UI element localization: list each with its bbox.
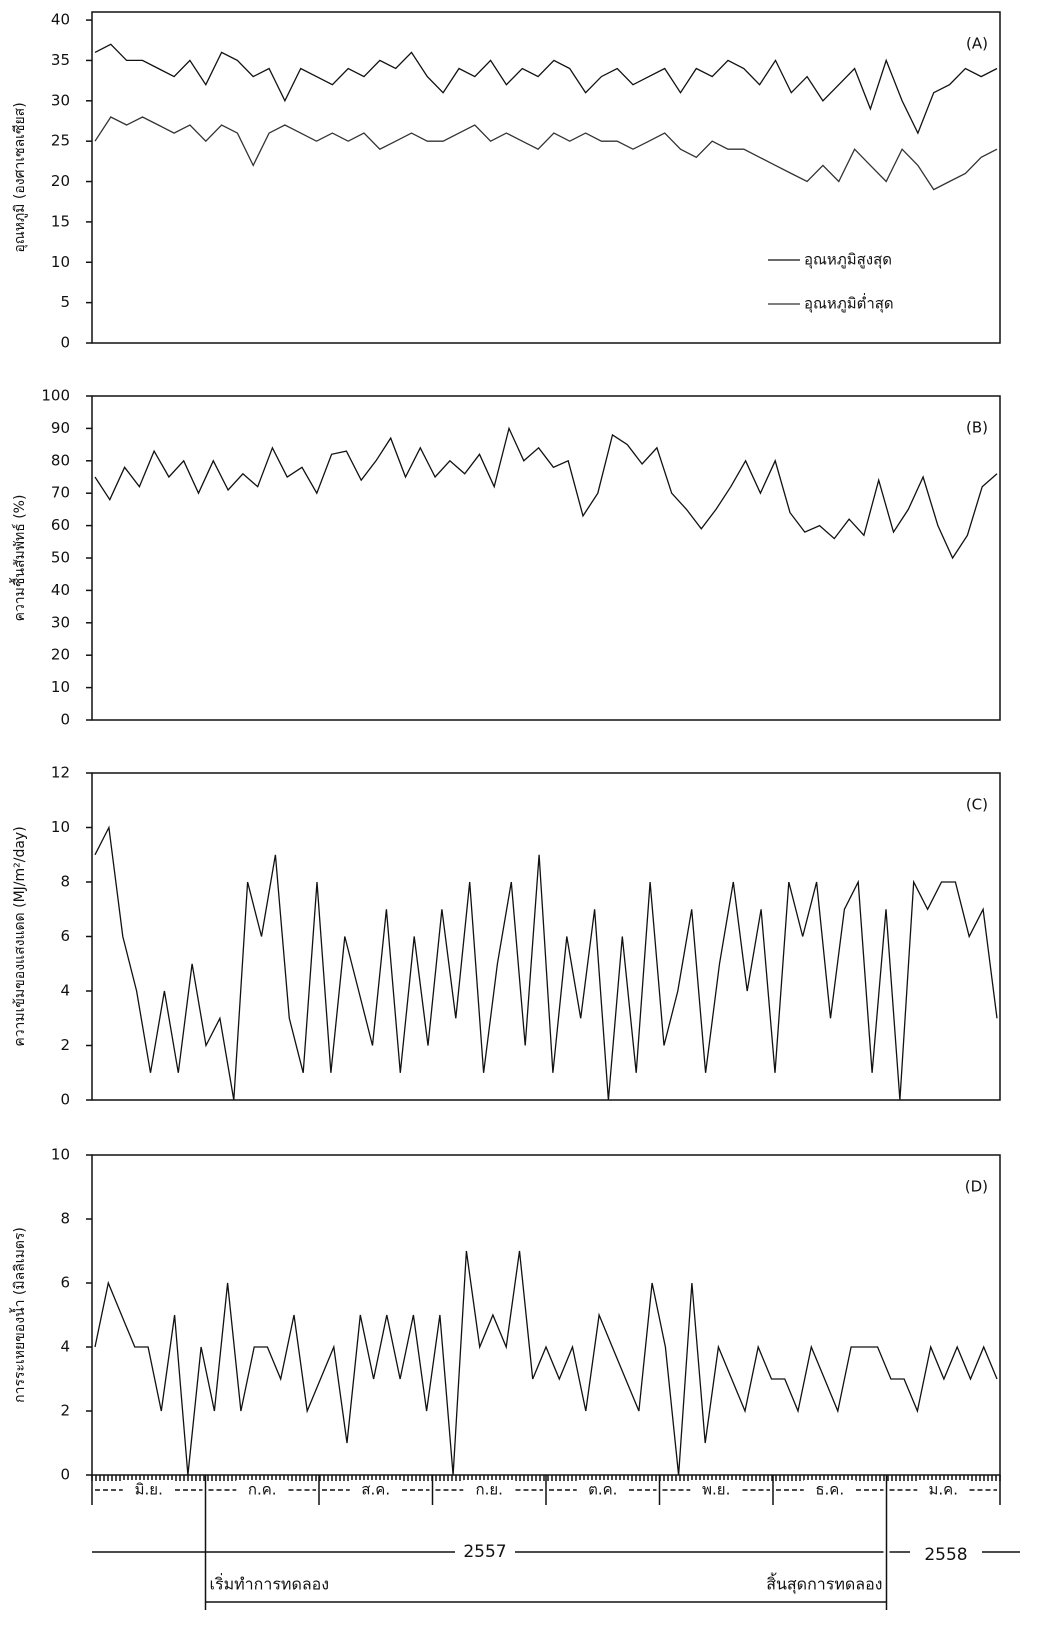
- y-tick-label: 20: [51, 646, 70, 664]
- panel-label: (A): [966, 35, 988, 53]
- y-axis-label: ความเข้มของแสงแดด (MJ/m²/day): [12, 826, 28, 1046]
- y-axis-label: อุณหภูมิ (องศาเซลเซียส): [12, 102, 28, 252]
- y-tick-label: 4: [60, 982, 70, 1000]
- y-tick-label: 50: [51, 549, 70, 567]
- plot-frame: [91, 772, 1001, 1101]
- month-label-bg: [803, 1480, 856, 1500]
- y-tick-label: 70: [51, 484, 70, 502]
- y-tick-label: 2: [60, 1036, 70, 1054]
- experiment-start-label: เริ่มทำการทดลอง: [210, 1573, 330, 1594]
- month-label-bg: [463, 1480, 516, 1500]
- y-tick-label: 25: [51, 132, 70, 150]
- y-tick-label: 10: [51, 253, 70, 271]
- month-label-bg: [690, 1480, 743, 1500]
- year-label-bg: [910, 1540, 982, 1564]
- y-tick-label: 12: [51, 764, 70, 782]
- legend-label: อุณหภูมิต่ำสุด: [804, 293, 894, 314]
- data-line: [94, 43, 998, 135]
- y-tick-label: 5: [60, 293, 70, 311]
- y-tick-label: 60: [51, 516, 70, 534]
- y-tick-label: 4: [60, 1338, 70, 1356]
- year-label: 2557: [463, 1542, 506, 1562]
- y-tick-label: 8: [60, 873, 70, 891]
- y-tick-label: 40: [51, 581, 70, 599]
- month-label: พ.ย.: [702, 1481, 730, 1499]
- y-tick-label: 10: [51, 678, 70, 696]
- plot-frame: [91, 395, 1001, 721]
- y-tick-label: 0: [60, 711, 70, 729]
- data-line: [94, 116, 998, 191]
- month-label: ต.ค.: [588, 1481, 617, 1499]
- y-tick-label: 0: [60, 1466, 70, 1484]
- month-label-bg: [349, 1480, 402, 1500]
- legend-label: อุณหภูมิสูงสุด: [804, 251, 892, 270]
- y-tick-label: 6: [60, 927, 70, 945]
- y-tick-label: 20: [51, 172, 70, 190]
- month-label-bg: [236, 1480, 289, 1500]
- month-label-bg: [917, 1480, 970, 1500]
- month-label: ม.ค.: [929, 1481, 958, 1499]
- plot-frame: [91, 1154, 1001, 1476]
- experiment-end-label: สิ้นสุดการทดลอง: [766, 1573, 882, 1595]
- month-label-bg: [122, 1480, 175, 1500]
- month-label: ธ.ค.: [815, 1481, 844, 1499]
- y-tick-label: 40: [51, 11, 70, 29]
- y-axis-label: ความชื้นสัมพัทธ์ (%): [9, 495, 28, 622]
- y-tick-label: 30: [51, 613, 70, 631]
- y-tick-label: 10: [51, 818, 70, 836]
- month-label-bg: [576, 1480, 629, 1500]
- plot-frame: [91, 11, 1001, 344]
- y-tick-label: 15: [51, 212, 70, 230]
- data-line: [94, 1250, 998, 1476]
- panel-label: (B): [966, 419, 988, 437]
- y-tick-label: 10: [51, 1146, 70, 1164]
- y-tick-label: 35: [51, 51, 70, 69]
- month-label: ส.ค.: [361, 1481, 390, 1499]
- panel-label: (C): [966, 796, 988, 814]
- y-tick-label: 80: [51, 451, 70, 469]
- year-label-bg: [455, 1540, 515, 1564]
- panel-label: (D): [965, 1178, 988, 1196]
- y-tick-label: 30: [51, 91, 70, 109]
- data-line: [94, 825, 998, 1101]
- y-tick-label: 100: [41, 387, 70, 405]
- y-tick-label: 8: [60, 1210, 70, 1228]
- month-label: ก.ย.: [476, 1481, 503, 1499]
- y-tick-label: 2: [60, 1402, 70, 1420]
- year-label: 2558: [924, 1545, 967, 1565]
- month-label: ก.ค.: [248, 1481, 277, 1499]
- y-tick-label: 6: [60, 1274, 70, 1292]
- y-tick-label: 0: [60, 1091, 70, 1109]
- y-tick-label: 0: [60, 334, 70, 352]
- y-tick-label: 90: [51, 419, 70, 437]
- y-axis-label: การระเหยของน้ำ (มิลลิเมตร): [9, 1227, 28, 1403]
- data-line: [94, 426, 998, 560]
- month-label: มิ.ย.: [135, 1481, 163, 1499]
